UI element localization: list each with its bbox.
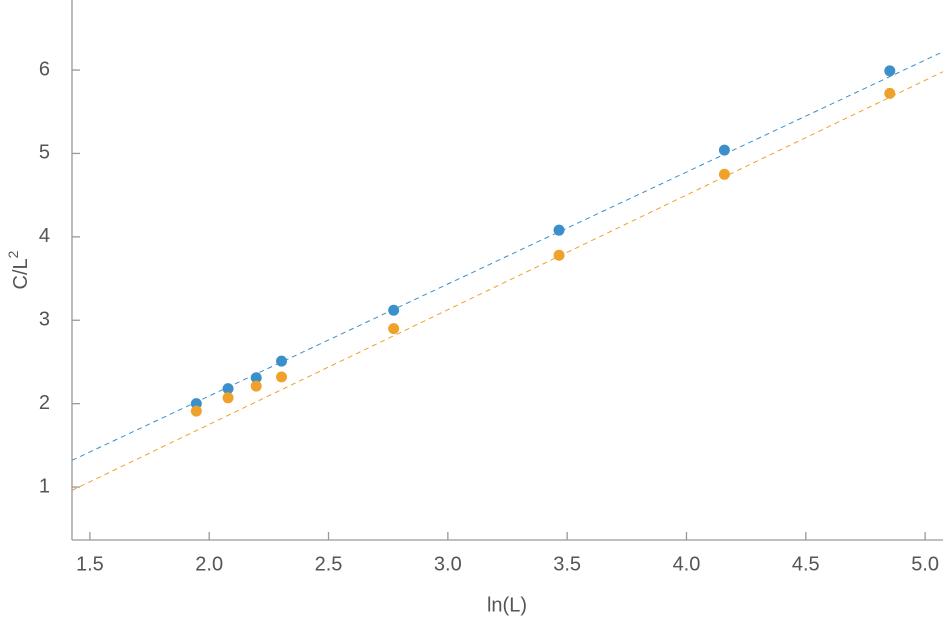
point [553, 249, 565, 261]
x-tick-label: 3.5 [553, 553, 581, 575]
y-tick-label: 1 [39, 475, 50, 497]
point [222, 383, 234, 395]
y-tick-label: 5 [39, 142, 50, 164]
point [250, 372, 262, 384]
y-axis-label: C/L2 [5, 250, 33, 289]
y-tick-label: 6 [39, 58, 50, 80]
y-axis-label-sup: 2 [5, 250, 21, 258]
x-tick-label: 3.0 [434, 553, 462, 575]
point [276, 355, 288, 367]
point [718, 144, 730, 156]
x-axis-label: ln(L) [487, 594, 527, 616]
y-tick-label: 3 [39, 309, 50, 331]
y-tick-label: 2 [39, 392, 50, 414]
y-axis-label-base: C/L [10, 258, 32, 289]
point [388, 323, 400, 335]
fit-line [71, 51, 944, 461]
x-tick-label: 5.0 [911, 553, 939, 575]
x-tick-label: 4.5 [792, 553, 820, 575]
y-tick-label: 4 [39, 225, 50, 247]
point [388, 304, 400, 316]
x-tick-label: 2.5 [315, 553, 343, 575]
point [276, 371, 288, 383]
point [250, 380, 262, 392]
point [222, 392, 234, 404]
point [884, 65, 896, 77]
point [553, 224, 565, 236]
point [884, 87, 896, 99]
x-tick-label: 1.5 [76, 553, 104, 575]
fit-line [71, 71, 944, 491]
x-tick-label: 2.0 [195, 553, 223, 575]
x-tick-label: 4.0 [673, 553, 701, 575]
point [190, 405, 202, 417]
point [718, 168, 730, 180]
